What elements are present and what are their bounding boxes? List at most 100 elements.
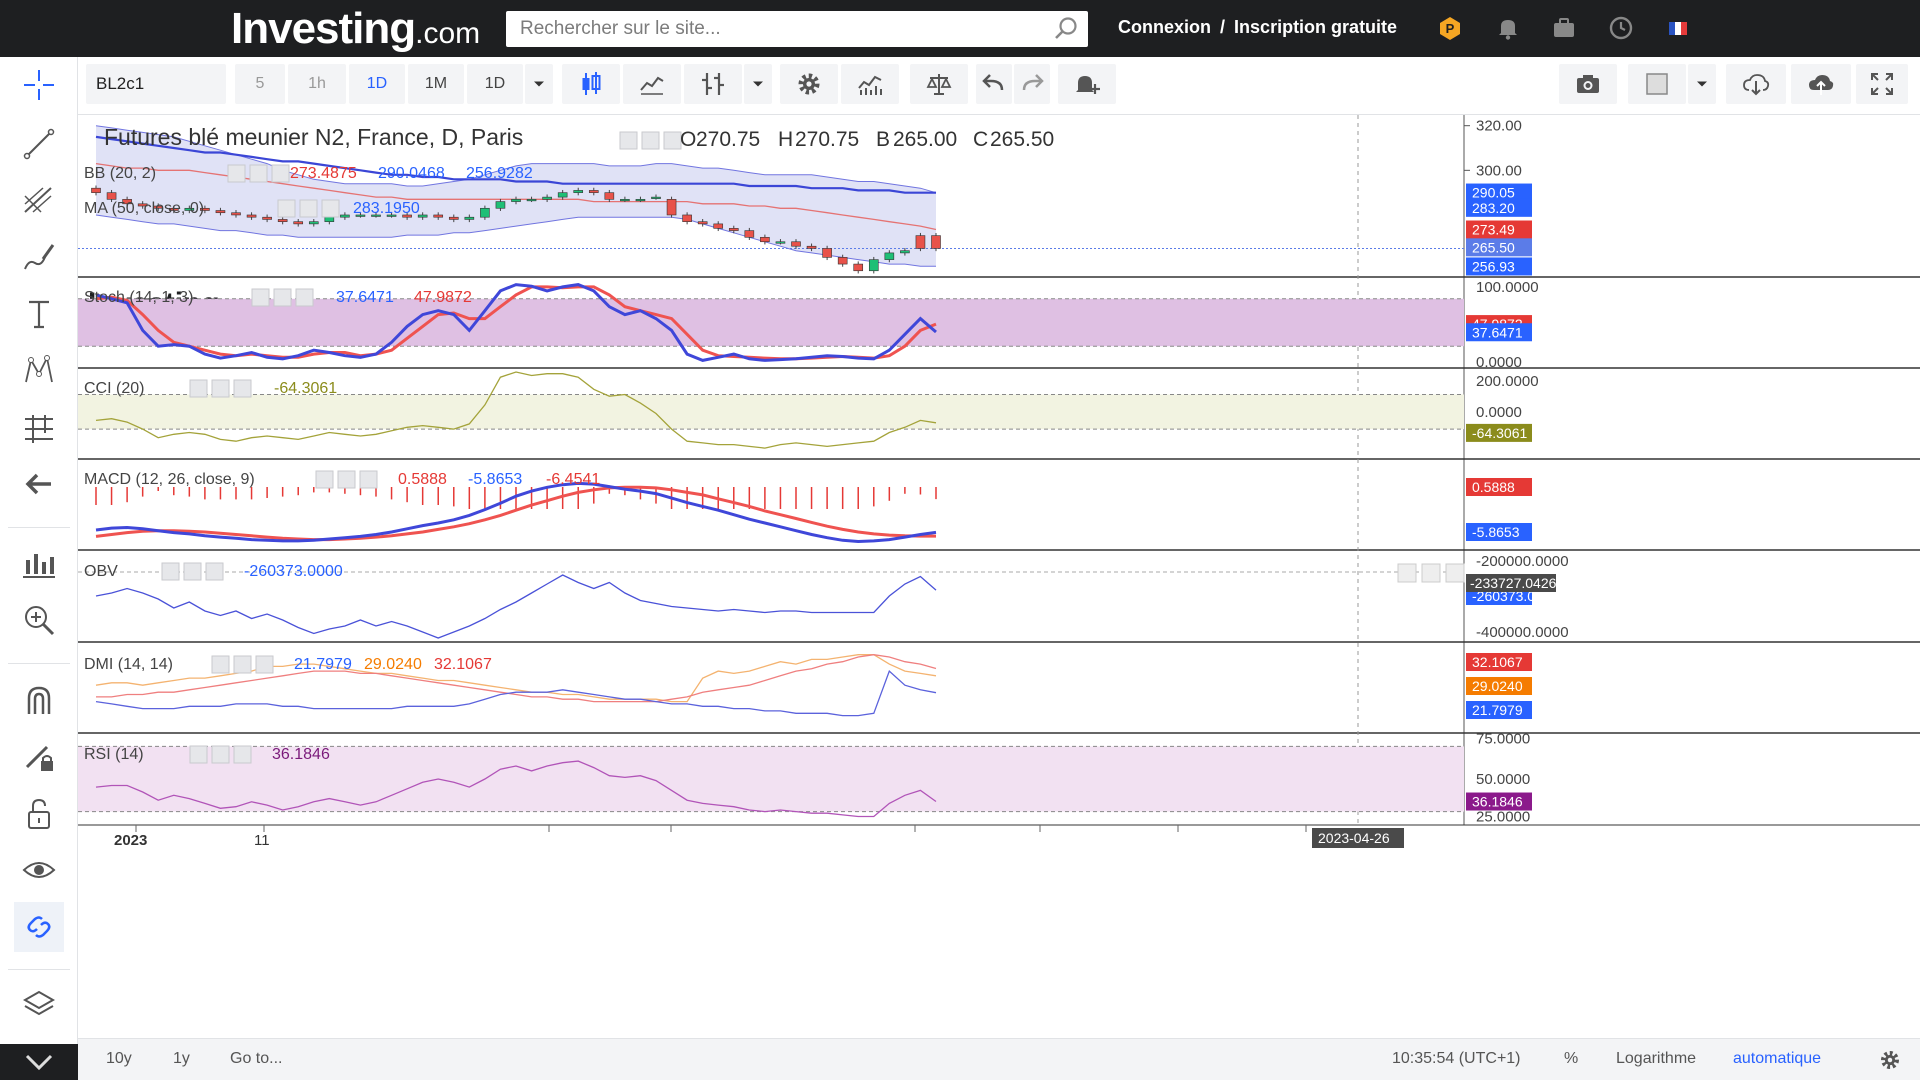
search-icon[interactable] <box>1052 15 1080 43</box>
gear-icon[interactable] <box>211 379 230 398</box>
gear-icon[interactable] <box>233 655 252 674</box>
lock-tool[interactable] <box>14 789 64 839</box>
drawing-mode-tool[interactable] <box>14 732 64 782</box>
compare-button[interactable] <box>910 64 968 104</box>
brush-tool[interactable] <box>14 232 64 282</box>
pattern-tool[interactable] <box>14 345 64 395</box>
measure-tool[interactable] <box>14 402 64 452</box>
range-10y-button[interactable]: 10y <box>106 1050 132 1067</box>
candle <box>262 216 272 220</box>
symbol-input[interactable]: BL2c1 <box>86 64 226 104</box>
gear-icon[interactable] <box>641 131 660 150</box>
close-icon[interactable] <box>663 131 682 150</box>
cloud-download-button[interactable] <box>1726 64 1786 104</box>
gear-icon[interactable] <box>1878 1048 1902 1072</box>
price-badge-bg <box>1466 257 1532 276</box>
ma-legend-label: MA (50, close, 0) <box>84 200 204 217</box>
trendline-tool[interactable] <box>14 119 64 169</box>
arrow-up-icon[interactable] <box>1397 563 1417 583</box>
investing-logo[interactable]: Investing.com <box>231 4 480 54</box>
interval-1m[interactable]: 1M <box>408 64 464 104</box>
gear-icon[interactable] <box>249 164 268 183</box>
back-tool[interactable] <box>14 459 64 509</box>
obv-badge-bg <box>1466 574 1556 592</box>
rsi-legend-value: 36.1846 <box>272 746 330 763</box>
pro-icon[interactable]: P <box>1436 14 1464 42</box>
eye-icon[interactable] <box>277 199 296 218</box>
bell-icon[interactable] <box>1494 14 1522 42</box>
fullscreen-button[interactable] <box>1856 64 1908 104</box>
percent-toggle[interactable]: % <box>1564 1050 1579 1067</box>
magnet-tool[interactable] <box>14 675 64 725</box>
chart-properties-tool[interactable] <box>14 539 64 589</box>
chart-canvas[interactable]: 320.00300.00290.05283.20273.49265.50256.… <box>78 115 1920 1035</box>
template-button[interactable] <box>1628 64 1686 104</box>
signup-link[interactable]: Inscription gratuite <box>1234 17 1398 37</box>
bars-button[interactable] <box>684 64 742 104</box>
collapse-toolbar-button[interactable] <box>0 1044 78 1080</box>
chevron-down-icon <box>534 81 544 87</box>
eye-icon[interactable] <box>251 288 270 307</box>
cloud-upload-button[interactable] <box>1791 64 1851 104</box>
eye-icon[interactable] <box>227 164 246 183</box>
interval-1d-custom[interactable]: 1D <box>467 64 523 104</box>
close-icon[interactable] <box>295 288 314 307</box>
close-label: C <box>973 128 988 151</box>
dmi-legend-value: 21.7979 <box>294 656 352 673</box>
portfolio-icon[interactable] <box>1550 14 1578 42</box>
close-icon[interactable] <box>359 470 378 489</box>
close-icon[interactable] <box>1445 563 1465 583</box>
settings-button[interactable] <box>780 64 838 104</box>
auto-toggle[interactable]: automatique <box>1733 1050 1822 1067</box>
chart-type-dropdown[interactable] <box>744 64 772 104</box>
chart-area[interactable]: 320.00 300.00 290.05 283.20 273.49 265.50 256.… <box>78 115 1920 1035</box>
flag-fr-icon[interactable] <box>1664 14 1692 42</box>
gear-icon[interactable] <box>337 470 356 489</box>
eye-icon[interactable] <box>161 562 180 581</box>
link-tool[interactable] <box>14 902 64 952</box>
candle <box>246 214 257 218</box>
interval-5[interactable]: 5 <box>235 64 285 104</box>
close-icon[interactable] <box>271 164 290 183</box>
candles-button[interactable] <box>562 64 620 104</box>
eye-icon[interactable] <box>619 131 638 150</box>
indicators-button[interactable] <box>841 64 899 104</box>
eye-icon[interactable] <box>189 745 208 764</box>
eye-icon[interactable] <box>211 655 230 674</box>
gear-icon[interactable] <box>211 745 230 764</box>
interval-1d[interactable]: 1D <box>349 64 405 104</box>
goto-button[interactable]: Go to... <box>230 1050 283 1067</box>
screenshot-button[interactable] <box>1559 64 1617 104</box>
close-icon[interactable] <box>255 655 274 674</box>
line-chart-button[interactable] <box>623 64 681 104</box>
arrow-down-icon[interactable] <box>1421 563 1441 583</box>
range-1y-button[interactable]: 1y <box>173 1050 190 1067</box>
text-tool[interactable] <box>14 289 64 339</box>
visibility-tool[interactable] <box>14 845 64 895</box>
log-toggle[interactable]: Logarithme <box>1616 1050 1697 1067</box>
login-link[interactable]: Connexion <box>1118 17 1211 37</box>
zoom-tool[interactable] <box>14 595 64 645</box>
interval-1h[interactable]: 1h <box>288 64 346 104</box>
layers-tool[interactable] <box>14 979 64 1029</box>
fibonacci-tool[interactable] <box>14 175 64 225</box>
close-icon[interactable] <box>205 562 224 581</box>
clock-icon[interactable] <box>1607 14 1635 42</box>
interval-dropdown[interactable] <box>525 64 553 104</box>
close-icon[interactable] <box>233 745 252 764</box>
gear-icon[interactable] <box>273 288 292 307</box>
search-input[interactable] <box>506 11 1088 47</box>
stoch-legend-label: Stoch (14, 1, 3) <box>84 289 193 306</box>
template-dropdown[interactable] <box>1688 64 1716 104</box>
alert-button[interactable] <box>1058 64 1116 104</box>
gear-icon[interactable] <box>183 562 202 581</box>
gear-icon[interactable] <box>299 199 318 218</box>
eye-icon[interactable] <box>189 379 208 398</box>
redo-button[interactable] <box>1014 64 1050 104</box>
undo-button[interactable] <box>976 64 1012 104</box>
close-icon[interactable] <box>233 379 252 398</box>
open-label: O <box>680 128 696 151</box>
eye-icon[interactable] <box>315 470 334 489</box>
crosshair-tool[interactable] <box>14 60 64 110</box>
close-icon[interactable] <box>321 199 340 218</box>
